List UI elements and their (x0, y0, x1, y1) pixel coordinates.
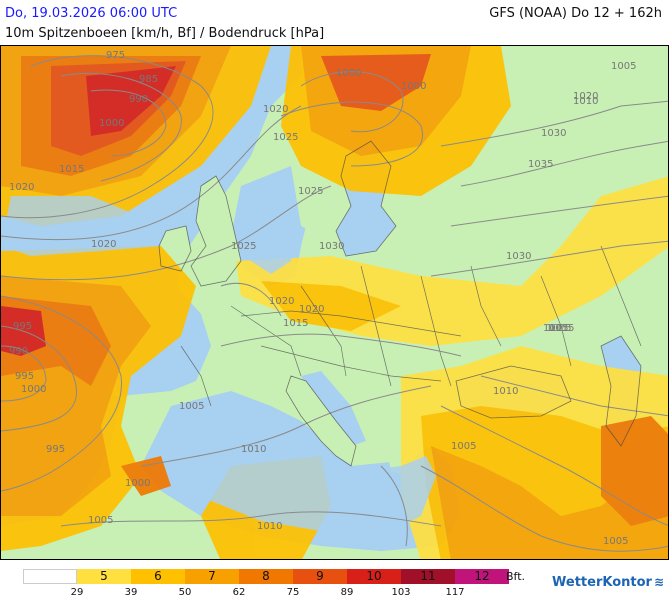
legend-bft-value: 12 (474, 569, 490, 583)
isobar-label: 985 (139, 74, 159, 85)
gust-area-bf7-east (431, 446, 668, 559)
isobar-label: 1015 (543, 323, 569, 334)
legend-cell-calm (23, 569, 77, 584)
legend-cell-bft-12: 12 (455, 569, 509, 584)
legend-bft-value: 6 (154, 569, 162, 583)
legend-unit: Bft. (506, 570, 526, 583)
isobar-label: 1005 (88, 515, 114, 526)
gust-area-bf6-central (261, 281, 401, 331)
brand-name: WetterKontor (552, 575, 652, 590)
legend-kmh-value: 29 (70, 587, 84, 598)
legend-cell-bft-6: 6 (131, 569, 185, 584)
isobar-label: 1000 (336, 68, 362, 79)
valid-time: Do, 19.03.2026 06:00 UTC (5, 6, 178, 21)
isobar-label: 995 (15, 371, 35, 382)
isobar-label: 1025 (298, 186, 324, 197)
isobar-label: 1020 (269, 296, 295, 307)
legend-kmh-value: 39 (124, 587, 138, 598)
isobar-label: 1010 (257, 521, 283, 532)
isobar-label: 1005 (451, 441, 477, 452)
isobar-label: 1015 (59, 164, 85, 175)
mediterranean-calm (181, 411, 436, 536)
legend-kmh-value: 50 (178, 587, 192, 598)
legend-cell-bft-9: 9 (293, 569, 347, 584)
weather-map[interactable]: 975 985 990 1000 1015 1020 1020 1025 995 990 995 10… (0, 45, 669, 560)
isobar-label: 1005 (603, 536, 629, 547)
isobar-label: 1010 (493, 386, 519, 397)
legend-kmh-value: 117 (445, 587, 465, 598)
coastlines (158, 140, 642, 467)
legend-cell-bft-11: 11 (401, 569, 455, 584)
map-canvas (1, 46, 668, 559)
legend-bft-value: 7 (208, 569, 216, 583)
isobar-label: 1000 (125, 478, 151, 489)
adriatic-sea (301, 371, 366, 446)
legend-cell-bft-10: 10 (347, 569, 401, 584)
isobar-label: 1000 (99, 118, 125, 129)
legend-kmh-value: 103 (391, 587, 411, 598)
isobar-label: 1020 (573, 91, 599, 102)
isobar-label: 1005 (611, 61, 637, 72)
isobar-label: 1000 (21, 384, 47, 395)
isobar-label: 1030 (319, 241, 345, 252)
legend-bft-value: 9 (316, 569, 324, 583)
isobar-label: 1020 (9, 182, 35, 193)
legend-cell-bft-8: 8 (239, 569, 293, 584)
isobar-label: 1035 (528, 159, 554, 170)
north-sea-calm (241, 186, 299, 274)
legend-kmh-value: 75 (286, 587, 300, 598)
gust-area-bf8-north-africa (121, 456, 171, 496)
legend-bft-value: 10 (366, 569, 382, 583)
isobar-label: 1020 (299, 304, 325, 315)
isobar-lines (1, 55, 668, 552)
isobar-label: 990 (129, 94, 149, 105)
atlantic-calm (1, 196, 161, 256)
legend-bft-value: 5 (100, 569, 108, 583)
isobar-label: 1020 (263, 104, 289, 115)
isobar-label: 1010 (241, 444, 267, 455)
isobar-label: 990 (9, 346, 29, 357)
isobar-label: 1025 (231, 241, 257, 252)
isobar-label: 995 (46, 444, 66, 455)
gust-area-bf10 (86, 66, 176, 136)
isobar-label: 975 (106, 50, 126, 61)
brand-logo[interactable]: WetterKontor ≋ (552, 575, 664, 590)
legend-kmh-value: 62 (232, 587, 246, 598)
isobar-label: 1020 (91, 239, 117, 250)
model-run: GFS (NOAA) Do 12 + 162h (489, 6, 662, 21)
isobar-label: 1005 (179, 401, 205, 412)
legend-bft-value: 11 (420, 569, 436, 583)
isobar-label: 1015 (546, 323, 572, 334)
isobar-label: 1025 (273, 132, 299, 143)
country-borders (180, 245, 642, 407)
isobar-label: 1030 (506, 251, 532, 262)
isobar-label: 1010 (573, 96, 599, 107)
great-britain (191, 176, 241, 286)
isobar-label: 995 (13, 321, 33, 332)
legend-kmh-value: 89 (340, 587, 354, 598)
legend-bft-value: 8 (262, 569, 270, 583)
isobar-label: 1015 (549, 323, 575, 334)
isobar-label: 1000 (401, 81, 427, 92)
parameter-title: 10m Spitzenboeen [km/h, Bf] / Bodendruck… (5, 26, 325, 41)
legend-cell-bft-5: 5 (77, 569, 131, 584)
isobar-label: 1015 (283, 318, 309, 329)
legend-cell-bft-7: 7 (185, 569, 239, 584)
wind-icon: ≋ (653, 575, 664, 589)
isobar-label: 1030 (541, 128, 567, 139)
gust-area-bf9-north (321, 54, 431, 111)
italy (286, 376, 356, 466)
